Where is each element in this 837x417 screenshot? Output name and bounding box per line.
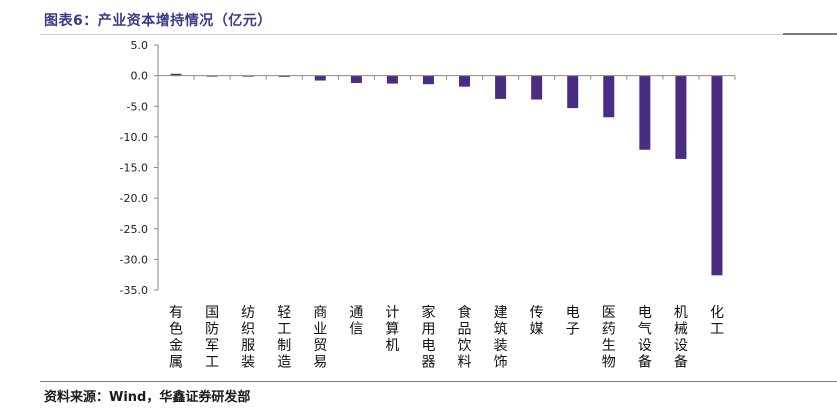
x-category-label: 建筑装饰 xyxy=(494,305,508,371)
bar xyxy=(314,75,326,81)
bar xyxy=(278,75,290,77)
bar xyxy=(567,75,579,109)
source-note: 资料来源：Wind，华鑫证券研发部 xyxy=(44,390,251,405)
x-category-label: 食品饮料 xyxy=(458,304,472,371)
x-category-label: 国防军工 xyxy=(205,305,219,371)
y-tick-label: -35.0 xyxy=(120,284,148,297)
y-tick-label: -20.0 xyxy=(120,192,148,205)
x-category-label: 通信 xyxy=(349,305,363,338)
y-tick-label: -10.0 xyxy=(120,131,148,144)
x-category-label: 轻工制造 xyxy=(277,305,291,371)
x-category-label: 机械设备 xyxy=(674,305,688,371)
x-category-label: 计算机 xyxy=(385,305,399,354)
x-axis xyxy=(157,75,736,80)
y-tick-label: -5.0 xyxy=(127,100,148,113)
title-divider-accent xyxy=(783,33,837,35)
x-category-label: 电气设备 xyxy=(638,305,652,371)
x-category-label: 化工 xyxy=(710,305,724,338)
x-category-label: 传媒 xyxy=(530,305,544,338)
y-tick-label: -15.0 xyxy=(120,162,148,175)
x-category-label: 有色金属 xyxy=(169,305,183,371)
source-divider xyxy=(40,381,837,382)
category-labels: 有色金属国防军工纺织服装轻工制造商业贸易通信计算机家用电器食品饮料建筑装饰传媒电… xyxy=(169,304,724,371)
bar xyxy=(603,75,615,118)
bar xyxy=(711,75,723,276)
x-category-label: 家用电器 xyxy=(421,304,435,371)
bar xyxy=(495,75,507,99)
bar xyxy=(350,75,362,83)
x-category-label: 医药生物 xyxy=(602,305,616,371)
y-tick-label: 0.0 xyxy=(131,70,149,83)
bar xyxy=(459,75,471,87)
bar xyxy=(386,75,398,84)
y-tick-label: -30.0 xyxy=(120,253,148,266)
bar xyxy=(422,75,434,85)
bar xyxy=(170,73,182,76)
bar-chart: 5.0 0.0 -5.0 -10.0 -15.0 -20.0 -25.0 -30.0 -35.0… xyxy=(120,39,736,371)
chart-title: 图表6：产业资本增持情况（亿元） xyxy=(44,13,272,29)
bar xyxy=(639,75,651,150)
bar xyxy=(675,75,687,159)
x-category-label: 商业贸易 xyxy=(313,305,327,371)
bars xyxy=(170,73,723,276)
bar xyxy=(531,75,543,100)
x-category-label: 纺织服装 xyxy=(241,305,255,371)
title-divider xyxy=(40,34,837,35)
y-tick-label: -25.0 xyxy=(120,223,148,236)
y-tick-label: 5.0 xyxy=(131,39,149,52)
y-axis: 5.0 0.0 -5.0 -10.0 -15.0 -20.0 -25.0 -30.0 -35.0 xyxy=(120,39,159,297)
x-category-label: 电子 xyxy=(566,305,580,338)
